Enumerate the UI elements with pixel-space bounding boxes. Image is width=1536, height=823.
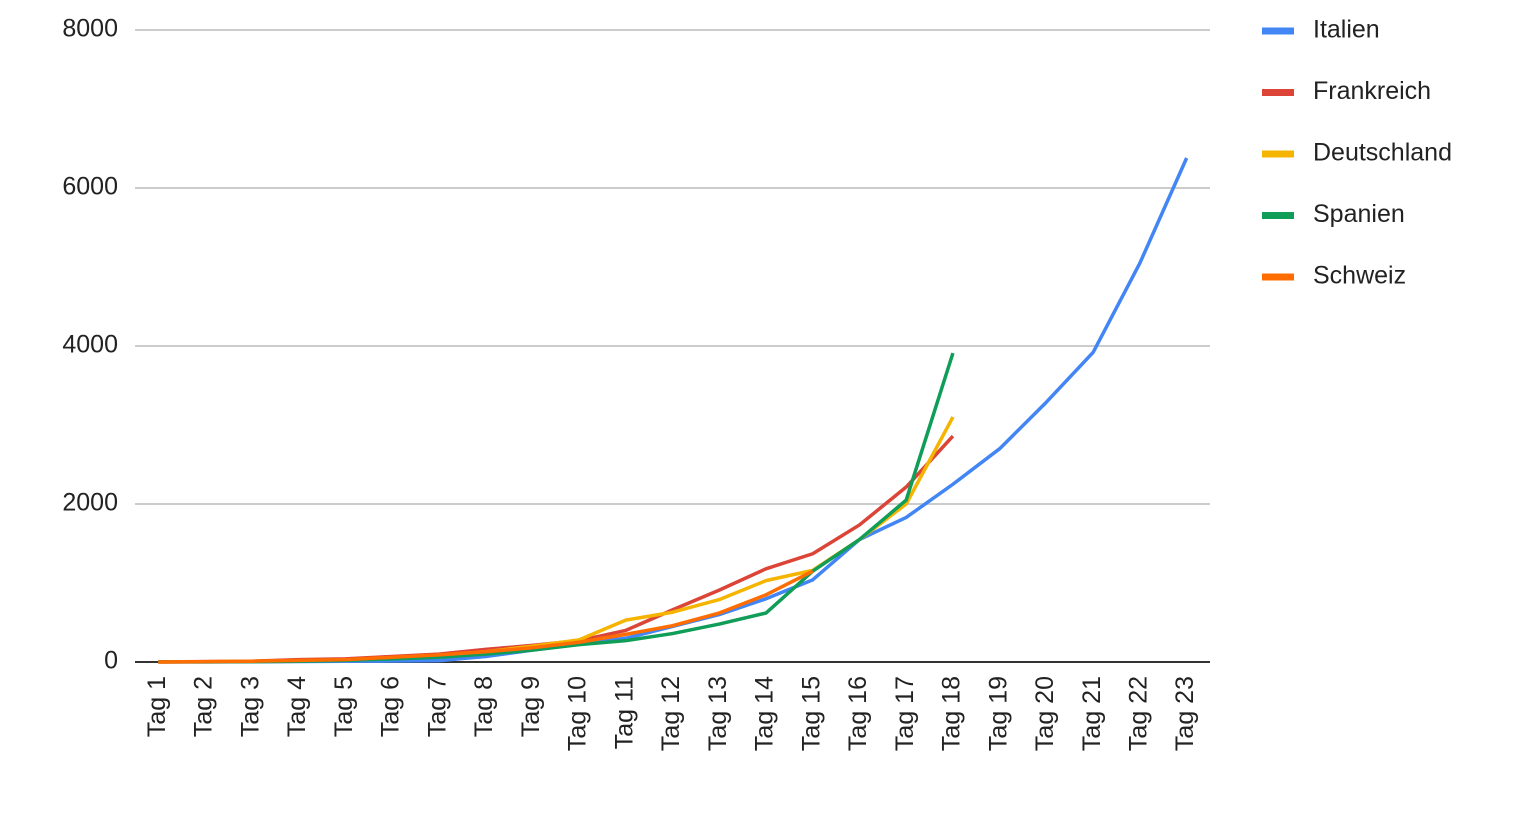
x-tick-label: Tag 22 [1125, 676, 1153, 751]
x-tick-label: Tag 17 [891, 676, 919, 751]
legend-label: Schweiz [1313, 262, 1406, 290]
y-tick-label: 8000 [62, 15, 118, 43]
x-tick-label: Tag 16 [844, 676, 872, 751]
x-tick-label: Tag 6 [377, 676, 405, 737]
legend-label: Spanien [1313, 200, 1405, 228]
x-tick-label: Tag 12 [657, 676, 685, 751]
x-tick-label: Tag 8 [470, 676, 498, 737]
legend-label: Italien [1313, 16, 1380, 44]
x-tick-label: Tag 5 [330, 676, 358, 737]
x-tick-label: Tag 21 [1078, 676, 1106, 751]
x-tick-label: Tag 14 [751, 676, 779, 751]
x-tick-label: Tag 19 [984, 676, 1012, 751]
x-tick-label: Tag 18 [938, 676, 966, 751]
x-tick-label: Tag 23 [1171, 676, 1199, 751]
legend-label: Deutschland [1313, 139, 1452, 167]
x-tick-label: Tag 15 [797, 676, 825, 751]
x-tick-label: Tag 9 [517, 676, 545, 737]
x-tick-label: Tag 1 [143, 676, 171, 737]
x-tick-label: Tag 7 [423, 676, 451, 737]
series-line [158, 569, 814, 664]
y-tick-label: 6000 [62, 173, 118, 201]
x-tick-label: Tag 13 [704, 676, 732, 751]
x-tick-label: Tag 4 [283, 676, 311, 737]
y-tick-label: 2000 [62, 489, 118, 517]
y-tick-label: 4000 [62, 331, 118, 359]
x-tick-label: Tag 3 [236, 676, 264, 737]
x-tick-label: Tag 2 [190, 676, 218, 737]
x-tick-label: Tag 10 [564, 676, 592, 751]
y-tick-label: 0 [104, 647, 118, 675]
x-tick-label: Tag 11 [610, 676, 638, 749]
series-line [158, 157, 1189, 664]
series-line [158, 434, 955, 664]
x-tick-label: Tag 20 [1031, 676, 1059, 751]
legend-label: Frankreich [1313, 77, 1431, 105]
series-line [158, 352, 955, 664]
